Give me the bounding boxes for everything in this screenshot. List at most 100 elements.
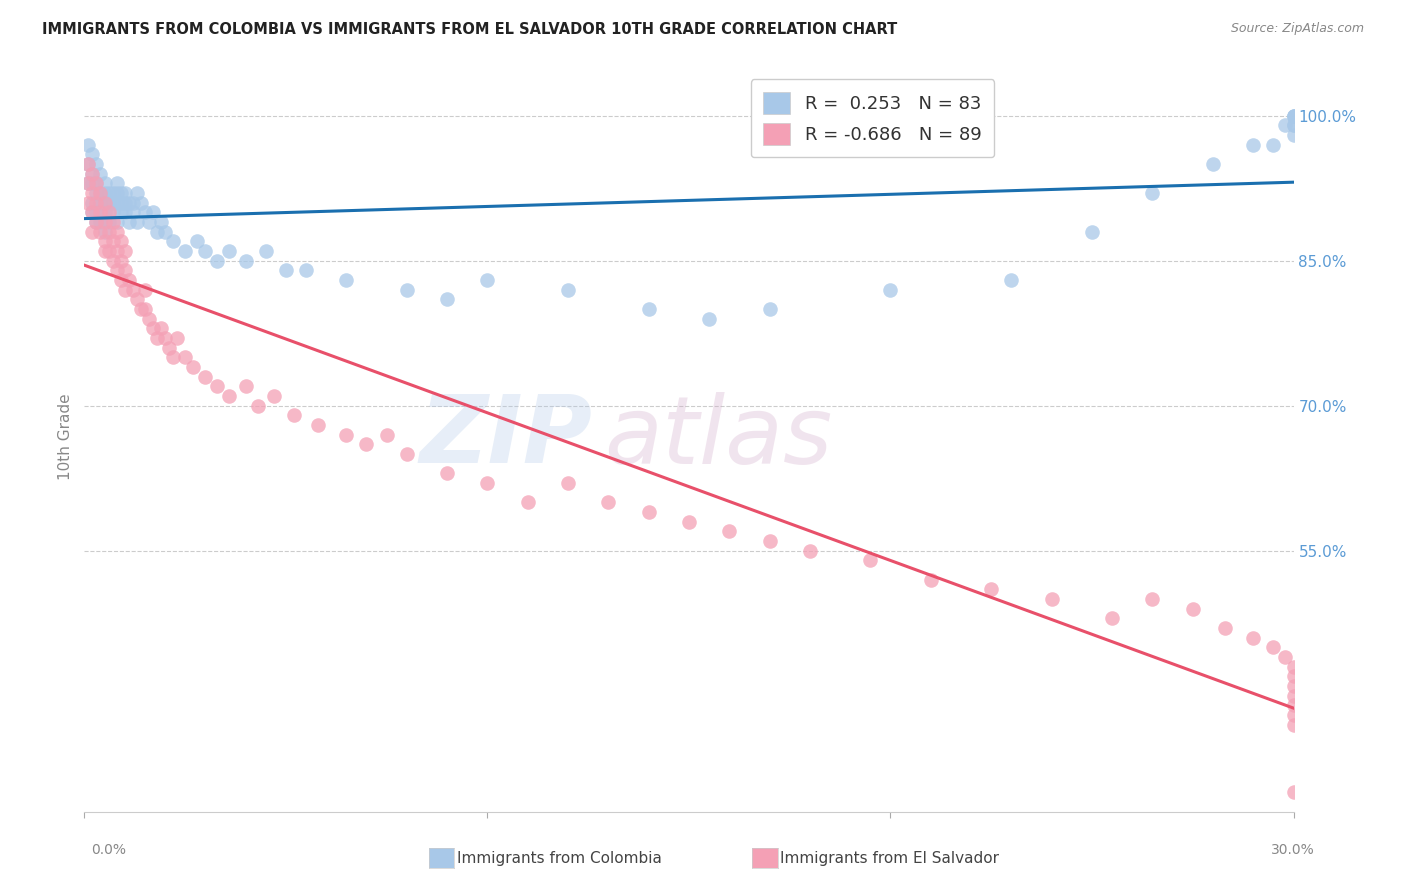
Point	[274, 263, 297, 277]
Point	[1274, 650, 1296, 665]
Point	[598, 495, 620, 509]
Point	[129, 301, 152, 316]
Point	[1142, 592, 1164, 607]
Point	[980, 582, 1002, 597]
Point	[93, 244, 115, 258]
Text: Source: ZipAtlas.com: Source: ZipAtlas.com	[1230, 22, 1364, 36]
Point	[125, 293, 148, 307]
Point	[1000, 273, 1022, 287]
Point	[1202, 157, 1225, 171]
Point	[246, 399, 269, 413]
Point	[758, 301, 780, 316]
Point	[879, 283, 901, 297]
Point	[82, 205, 104, 219]
Point	[153, 225, 176, 239]
Point	[1213, 621, 1236, 635]
Point	[86, 176, 108, 190]
Point	[254, 244, 277, 258]
Point	[105, 195, 128, 210]
Point	[110, 253, 132, 268]
Point	[920, 573, 942, 587]
Point	[82, 186, 104, 200]
Point	[1282, 109, 1305, 123]
Legend: R =  0.253   N = 83, R = -0.686   N = 89: R = 0.253 N = 83, R = -0.686 N = 89	[751, 79, 994, 157]
Point	[162, 351, 184, 365]
Point	[307, 417, 329, 432]
Point	[97, 215, 120, 229]
Point	[1282, 689, 1305, 703]
Point	[436, 293, 458, 307]
Point	[138, 311, 160, 326]
Point	[86, 205, 108, 219]
Point	[89, 186, 111, 200]
Point	[718, 524, 741, 539]
Point	[181, 359, 204, 374]
Point	[153, 331, 176, 345]
Point	[82, 167, 104, 181]
Point	[1241, 631, 1264, 645]
Point	[134, 301, 156, 316]
Point	[110, 235, 132, 249]
Point	[194, 369, 217, 384]
Point	[1282, 785, 1305, 799]
Point	[859, 553, 882, 567]
Point	[101, 186, 124, 200]
Point	[1282, 669, 1305, 683]
Point	[114, 283, 136, 297]
Y-axis label: 10th Grade: 10th Grade	[58, 393, 73, 481]
Point	[207, 253, 229, 268]
Point	[89, 167, 111, 181]
Point	[93, 205, 115, 219]
Point	[89, 225, 111, 239]
Point	[335, 273, 357, 287]
Point	[477, 273, 499, 287]
Point	[105, 186, 128, 200]
Point	[142, 205, 165, 219]
Point	[118, 273, 141, 287]
Point	[77, 176, 100, 190]
Point	[86, 215, 108, 229]
Point	[263, 389, 285, 403]
Point	[1263, 640, 1285, 655]
Point	[82, 147, 104, 161]
Point	[1282, 128, 1305, 142]
Point	[235, 253, 257, 268]
Point	[110, 186, 132, 200]
Point	[149, 321, 172, 335]
Point	[105, 263, 128, 277]
Text: IMMIGRANTS FROM COLOMBIA VS IMMIGRANTS FROM EL SALVADOR 10TH GRADE CORRELATION C: IMMIGRANTS FROM COLOMBIA VS IMMIGRANTS F…	[42, 22, 897, 37]
Point	[82, 225, 104, 239]
Point	[93, 195, 115, 210]
Point	[436, 467, 458, 481]
Text: ZIP: ZIP	[419, 391, 592, 483]
Point	[146, 225, 169, 239]
Point	[82, 195, 104, 210]
Point	[557, 475, 579, 490]
Point	[93, 235, 115, 249]
Point	[97, 205, 120, 219]
Text: Immigrants from Colombia: Immigrants from Colombia	[457, 851, 662, 865]
Point	[477, 475, 499, 490]
Point	[121, 283, 143, 297]
Point	[335, 427, 357, 442]
Point	[174, 351, 197, 365]
Point	[174, 244, 197, 258]
Text: 30.0%: 30.0%	[1271, 843, 1315, 857]
Point	[121, 205, 143, 219]
Point	[77, 176, 100, 190]
Point	[86, 157, 108, 171]
Point	[82, 167, 104, 181]
Point	[125, 186, 148, 200]
Point	[93, 215, 115, 229]
Point	[97, 195, 120, 210]
Point	[101, 195, 124, 210]
Point	[93, 186, 115, 200]
Point	[97, 244, 120, 258]
Point	[89, 195, 111, 210]
Point	[86, 215, 108, 229]
Point	[356, 437, 378, 451]
Point	[194, 244, 217, 258]
Point	[162, 235, 184, 249]
Point	[114, 186, 136, 200]
Point	[1282, 679, 1305, 693]
